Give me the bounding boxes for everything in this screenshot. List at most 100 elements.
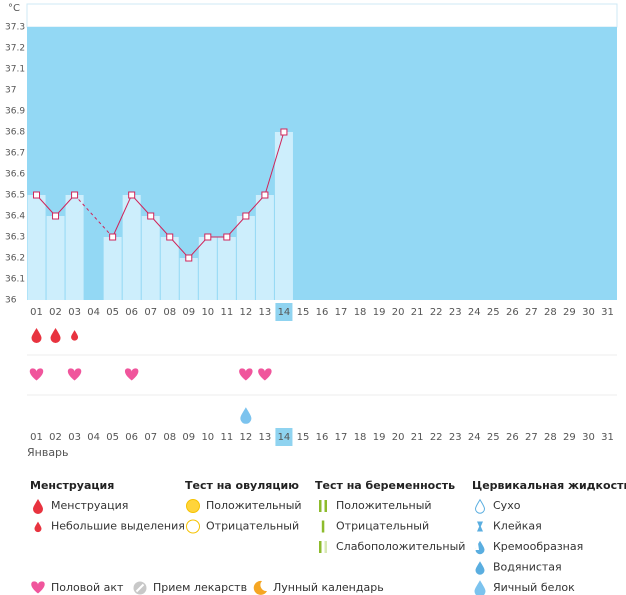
x-tick-label: 13 [259, 307, 272, 318]
bar [217, 237, 236, 300]
day-label: 20 [392, 432, 405, 443]
pregnancy-bar [324, 541, 327, 553]
icon [319, 541, 327, 553]
legend-label: Небольшие выделения [51, 520, 185, 533]
icon [71, 330, 79, 341]
legend-label: Кремообразная [493, 540, 583, 553]
x-tick-label: 10 [201, 307, 214, 318]
day-label: 23 [449, 432, 462, 443]
ovulation-positive-icon [186, 499, 200, 513]
legend-label: Слабоположительный [336, 540, 465, 553]
day-label: 19 [373, 432, 386, 443]
x-tick-label: 24 [468, 307, 481, 318]
icon [319, 500, 327, 512]
day-label: 24 [468, 432, 481, 443]
x-tick-label: 31 [601, 307, 614, 318]
today-highlight [275, 428, 293, 446]
x-tick-label: 22 [430, 307, 443, 318]
point-marker [280, 128, 288, 136]
day-label: 12 [240, 432, 253, 443]
y-tick-label: 36 [5, 296, 17, 306]
legend-label: Сухо [493, 499, 521, 512]
y-tick-label: 36.6 [5, 170, 25, 180]
day-label: 01 [30, 432, 43, 443]
bar [236, 216, 255, 300]
watery-icon [475, 561, 485, 575]
legend-label: Прием лекарств [153, 581, 247, 594]
bar [65, 195, 84, 300]
day-label: 29 [563, 432, 576, 443]
point-marker [33, 191, 41, 199]
bar [255, 195, 274, 300]
point-marker [223, 233, 231, 241]
pregnancy-bar [319, 500, 322, 512]
y-tick-label: 37.2 [5, 44, 25, 54]
icon [31, 581, 45, 594]
bar [46, 216, 65, 300]
y-tick-label: 36.9 [5, 107, 25, 117]
icon [133, 581, 147, 595]
y-unit: °C [8, 3, 20, 14]
heart-icon [67, 368, 82, 381]
heart-icon [239, 368, 253, 381]
x-tick-label: 20 [392, 307, 405, 318]
legend-label: Лунный календарь [273, 581, 384, 594]
day-label: 15 [297, 432, 310, 443]
x-tick-label: 29 [563, 307, 576, 318]
x-tick-label: 19 [373, 307, 386, 318]
bar [198, 237, 217, 300]
day-label: 10 [201, 432, 214, 443]
day-label: 27 [525, 432, 538, 443]
month-label: Январь [27, 446, 69, 459]
x-tick-label: 21 [411, 307, 424, 318]
legend-label: Яичный белок [493, 581, 575, 594]
icon [124, 368, 139, 381]
day-label: 17 [335, 432, 348, 443]
heart-icon [31, 581, 45, 594]
bar [122, 195, 141, 300]
x-tick-label: 16 [316, 307, 329, 318]
bar [103, 237, 122, 300]
x-tick-label: 11 [220, 307, 233, 318]
day-label: 31 [601, 432, 614, 443]
day-label: 04 [87, 432, 100, 443]
icon [186, 499, 200, 513]
legend-title: Цервикальная жидкость [472, 479, 626, 492]
egg-white-icon [240, 407, 252, 424]
small-drop-icon [71, 330, 79, 341]
icon [67, 368, 82, 381]
sticky-icon [477, 521, 483, 532]
legend-label: Отрицательный [336, 520, 429, 533]
point-marker [204, 233, 212, 241]
pill-line [135, 583, 145, 593]
ovulation-negative-icon [186, 519, 200, 534]
today-highlight [275, 303, 293, 321]
day-label: 03 [68, 432, 81, 443]
drop-icon [50, 328, 61, 343]
bar [160, 237, 179, 300]
icon [31, 328, 42, 343]
x-tick-label: 12 [240, 307, 253, 318]
point-marker [71, 191, 79, 199]
drop-icon [31, 328, 42, 343]
drop-icon [33, 499, 43, 514]
x-tick-label: 07 [144, 307, 157, 318]
egg-white-icon [474, 580, 486, 595]
legend-label: Водянистая [493, 561, 562, 574]
moon-icon [253, 580, 267, 595]
creamy-part [475, 543, 479, 550]
day-label: 21 [411, 432, 424, 443]
icon [240, 407, 252, 424]
y-tick-label: 37 [5, 86, 16, 96]
x-tick-label: 06 [125, 307, 138, 318]
day-label: 07 [144, 432, 157, 443]
x-tick-label: 01 [30, 307, 43, 318]
legend-title: Тест на овуляцию [185, 479, 299, 492]
day-label: 02 [49, 432, 62, 443]
legend-label: Клейкая [493, 520, 542, 533]
pregnancy-bar [324, 500, 327, 512]
x-tick-label: 08 [163, 307, 176, 318]
icon [321, 520, 325, 533]
y-tick-label: 36.2 [5, 254, 25, 264]
pregnancy-bar [319, 541, 322, 553]
